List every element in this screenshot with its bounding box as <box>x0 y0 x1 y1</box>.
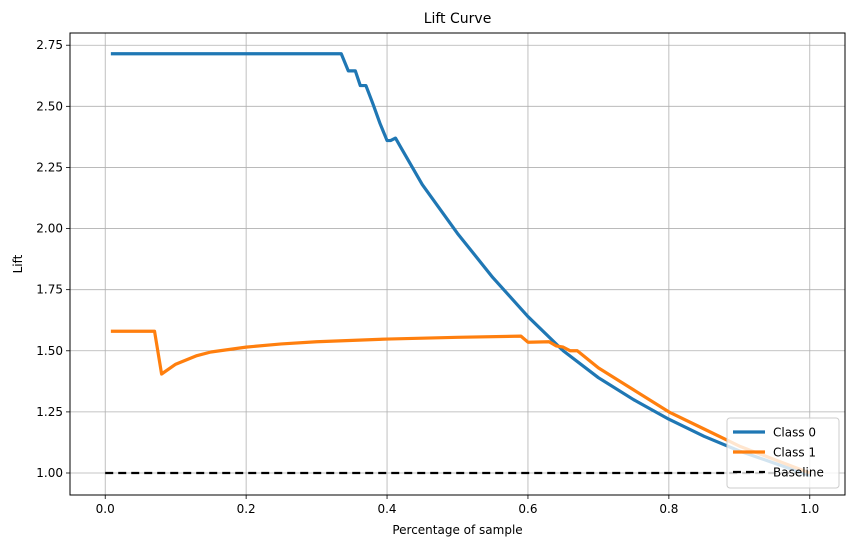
x-tick-label: 0.4 <box>377 502 396 516</box>
legend-label: Class 1 <box>773 446 816 460</box>
y-tick-label: 1.00 <box>36 466 63 480</box>
legend-box <box>726 417 840 489</box>
chart-title: Lift Curve <box>424 11 492 27</box>
y-tick-label: 1.75 <box>36 283 63 297</box>
x-tick-label: 0.6 <box>518 502 537 516</box>
x-axis-label: Percentage of sample <box>392 523 522 537</box>
series-line-class-0 <box>110 52 811 477</box>
x-tick-label: 1.0 <box>800 502 819 516</box>
y-tick-label: 2.50 <box>36 99 63 113</box>
legend-label: Class 0 <box>773 426 816 440</box>
series-line-class-1 <box>110 329 811 475</box>
plot-frame <box>69 32 846 496</box>
legend: Class 0 Class 1 Baseline <box>726 417 840 489</box>
y-axis-label: Lift <box>11 254 25 273</box>
x-tick-label: 0.8 <box>659 502 678 516</box>
x-tick-label: 0.0 <box>96 502 115 516</box>
series-layer <box>105 52 811 477</box>
y-axis-ticks: 1.00 1.25 1.50 1.75 2.00 2.25 2.50 2.75 <box>36 38 70 480</box>
legend-label: Baseline <box>773 466 824 480</box>
x-tick-label: 0.2 <box>237 502 256 516</box>
y-tick-label: 1.50 <box>36 344 63 358</box>
y-tick-label: 1.25 <box>36 405 63 419</box>
y-tick-label: 2.75 <box>36 38 63 52</box>
y-tick-label: 2.00 <box>36 222 63 236</box>
grid <box>70 33 845 495</box>
x-axis-ticks: 0.0 0.2 0.4 0.6 0.8 1.0 <box>96 495 819 516</box>
y-tick-label: 2.25 <box>36 160 63 174</box>
